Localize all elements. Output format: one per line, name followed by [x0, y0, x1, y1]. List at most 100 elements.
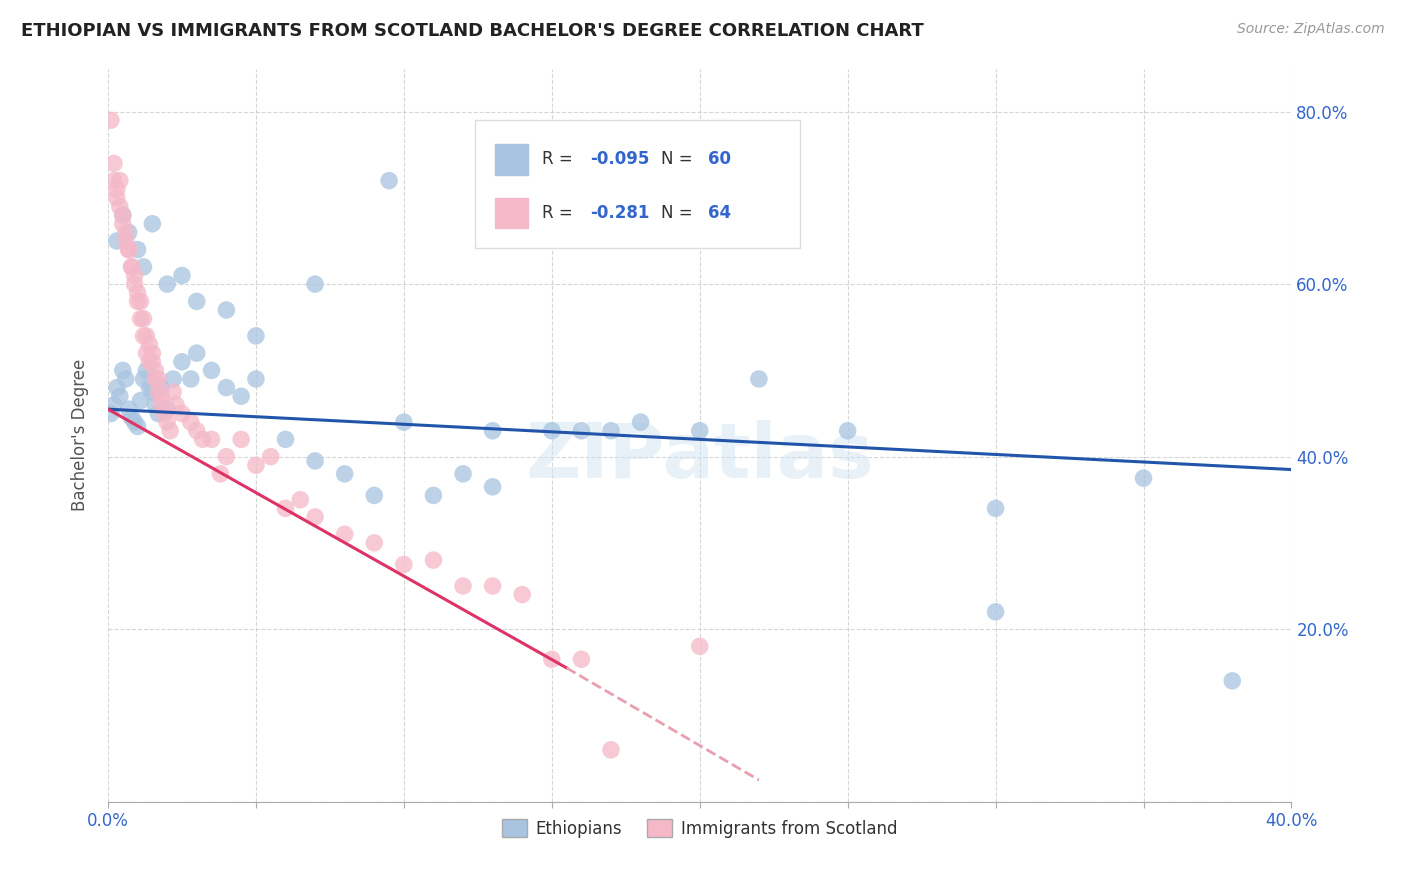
Point	[124, 415, 146, 429]
Point	[127, 243, 149, 257]
Point	[245, 329, 267, 343]
Point	[105, 381, 128, 395]
Point	[105, 182, 128, 196]
Point	[124, 277, 146, 292]
Point	[121, 260, 143, 274]
Text: ZIPatlas: ZIPatlas	[526, 420, 875, 494]
Point	[304, 510, 326, 524]
Point	[124, 268, 146, 283]
Point	[143, 372, 166, 386]
Point	[121, 410, 143, 425]
Point	[245, 372, 267, 386]
Point	[129, 393, 152, 408]
Point	[138, 381, 160, 395]
Point	[186, 294, 208, 309]
Point	[837, 424, 859, 438]
Point	[114, 226, 136, 240]
Point	[103, 398, 125, 412]
Point	[162, 372, 184, 386]
Point	[143, 398, 166, 412]
Point	[135, 329, 157, 343]
Legend: Ethiopians, Immigrants from Scotland: Ethiopians, Immigrants from Scotland	[496, 813, 904, 845]
Point	[378, 174, 401, 188]
Point	[159, 424, 181, 438]
Text: R =: R =	[543, 204, 583, 222]
Point	[127, 294, 149, 309]
Point	[105, 191, 128, 205]
Point	[304, 454, 326, 468]
Point	[215, 303, 238, 318]
Point	[569, 424, 592, 438]
Point	[108, 174, 131, 188]
Point	[540, 652, 562, 666]
Point	[127, 419, 149, 434]
Point	[481, 579, 503, 593]
Point	[121, 260, 143, 274]
Point	[132, 311, 155, 326]
Point	[600, 743, 623, 757]
Text: -0.281: -0.281	[589, 204, 650, 222]
Point	[118, 402, 141, 417]
Point	[984, 605, 1007, 619]
Point	[118, 243, 141, 257]
Point	[103, 156, 125, 170]
Point	[141, 355, 163, 369]
Point	[156, 277, 179, 292]
Point	[148, 372, 170, 386]
Point	[129, 311, 152, 326]
Point	[481, 480, 503, 494]
Bar	[495, 197, 529, 228]
Point	[200, 433, 222, 447]
Point	[392, 415, 415, 429]
Text: 64: 64	[709, 204, 731, 222]
Text: -0.095: -0.095	[589, 151, 650, 169]
Point	[162, 384, 184, 399]
Point	[748, 372, 770, 386]
Point	[132, 329, 155, 343]
Point	[148, 407, 170, 421]
Point	[150, 389, 173, 403]
Point	[118, 226, 141, 240]
Point	[170, 355, 193, 369]
Point	[156, 402, 179, 417]
Point	[138, 337, 160, 351]
Point	[111, 217, 134, 231]
Point	[153, 407, 176, 421]
Point	[118, 243, 141, 257]
Point	[209, 467, 232, 481]
Point	[600, 424, 623, 438]
Point	[274, 433, 297, 447]
Point	[290, 492, 312, 507]
Text: R =: R =	[543, 151, 578, 169]
Point	[111, 208, 134, 222]
Point	[180, 372, 202, 386]
Point	[108, 389, 131, 403]
Point	[132, 372, 155, 386]
Point	[100, 113, 122, 128]
Point	[363, 488, 385, 502]
Text: N =: N =	[661, 151, 697, 169]
Bar	[495, 144, 529, 175]
Point	[304, 277, 326, 292]
Point	[100, 407, 122, 421]
Point	[333, 467, 356, 481]
Point	[141, 217, 163, 231]
Point	[127, 285, 149, 300]
Point	[132, 260, 155, 274]
Point	[156, 415, 179, 429]
Point	[150, 381, 173, 395]
Text: ETHIOPIAN VS IMMIGRANTS FROM SCOTLAND BACHELOR'S DEGREE CORRELATION CHART: ETHIOPIAN VS IMMIGRANTS FROM SCOTLAND BA…	[21, 22, 924, 40]
FancyBboxPatch shape	[475, 120, 800, 248]
Point	[135, 363, 157, 377]
Point	[129, 294, 152, 309]
Point	[143, 363, 166, 377]
Point	[231, 389, 253, 403]
Point	[363, 536, 385, 550]
Point	[191, 433, 214, 447]
Text: Source: ZipAtlas.com: Source: ZipAtlas.com	[1237, 22, 1385, 37]
Point	[111, 208, 134, 222]
Point	[392, 558, 415, 572]
Point	[1132, 471, 1154, 485]
Point	[215, 450, 238, 464]
Point	[510, 588, 533, 602]
